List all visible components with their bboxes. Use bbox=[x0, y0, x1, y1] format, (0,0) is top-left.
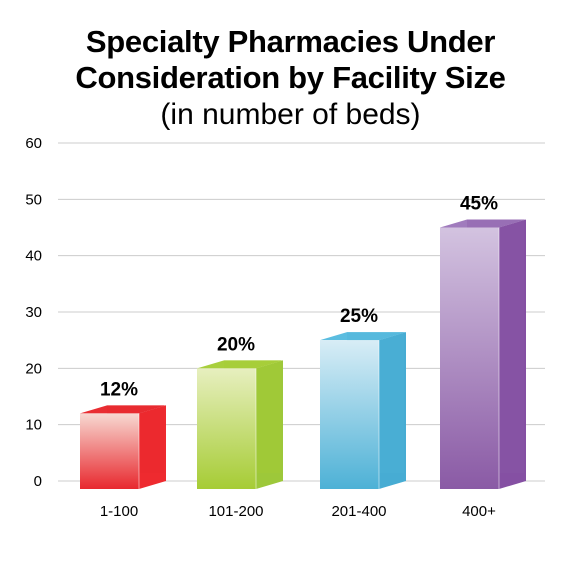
bar-front-face bbox=[80, 413, 139, 489]
bar-400+ bbox=[440, 219, 526, 489]
bars bbox=[80, 219, 526, 489]
bar-top-face bbox=[197, 360, 283, 369]
category-label: 201-400 bbox=[331, 503, 386, 520]
bar-101-200 bbox=[197, 360, 283, 489]
y-tick-label: 30 bbox=[25, 304, 42, 321]
chart-subtitle: (in number of beds) bbox=[160, 98, 421, 131]
y-tick-label: 60 bbox=[25, 135, 42, 152]
category-label: 101-200 bbox=[208, 503, 263, 520]
x-axis-categories: 1-100 101-200 201-400 400+ bbox=[100, 503, 496, 520]
bar-1-100 bbox=[80, 405, 166, 489]
data-label: 20% bbox=[217, 334, 255, 355]
chart-title-line-2: Consideration by Facility Size bbox=[75, 60, 506, 95]
data-labels: 12% 20% 25% 45% bbox=[100, 194, 498, 401]
y-axis-ticks: 0 10 20 30 40 50 60 bbox=[25, 135, 42, 490]
y-tick-label: 40 bbox=[25, 248, 42, 265]
y-tick-label: 20 bbox=[25, 360, 42, 377]
category-label: 1-100 bbox=[100, 503, 138, 520]
chart-title: Specialty Pharmacies Under Consideration… bbox=[0, 24, 581, 132]
bar-top-face bbox=[440, 219, 526, 228]
data-label: 25% bbox=[340, 306, 378, 327]
bar-top-face bbox=[80, 405, 166, 414]
y-tick-label: 0 bbox=[34, 473, 42, 490]
bar-side-face bbox=[256, 360, 283, 489]
bar-side-face bbox=[379, 332, 406, 489]
y-tick-label: 50 bbox=[25, 191, 42, 208]
chart-title-line-1: Specialty Pharmacies Under bbox=[85, 24, 496, 59]
bar-side-face bbox=[499, 219, 526, 489]
bar-front-face bbox=[197, 368, 256, 489]
bar-201-400 bbox=[320, 332, 406, 489]
bar-side-face bbox=[139, 405, 166, 489]
bar-front-face bbox=[320, 340, 379, 489]
data-label: 12% bbox=[100, 379, 138, 400]
bar-front-face bbox=[440, 227, 499, 489]
bar-top-face bbox=[320, 332, 406, 341]
data-label: 45% bbox=[460, 194, 498, 215]
category-label: 400+ bbox=[462, 503, 496, 520]
y-tick-label: 10 bbox=[25, 417, 42, 434]
